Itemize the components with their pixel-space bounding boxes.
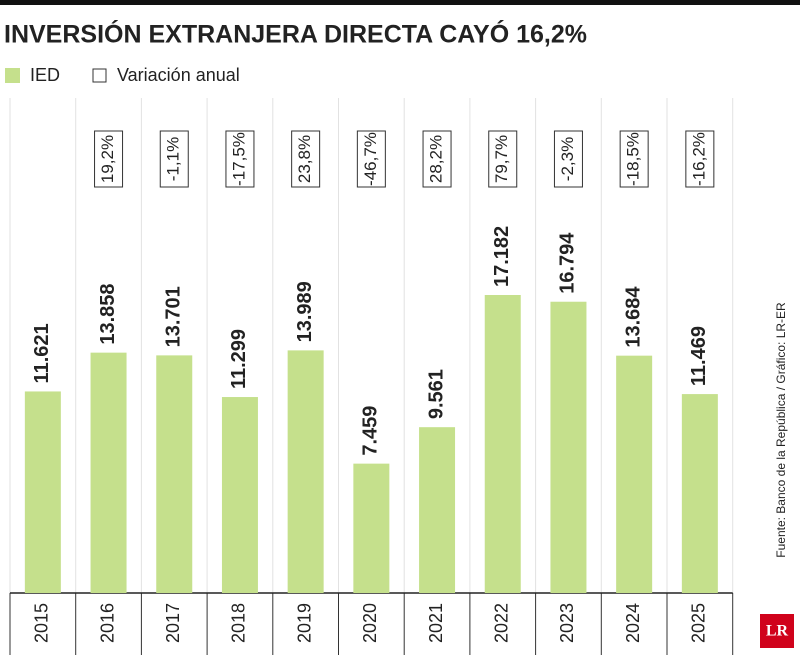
- variation-label: -16,2%: [689, 132, 708, 186]
- value-label: 7.459: [360, 406, 382, 456]
- source: Fuente: Banco de la República / Gráfico:…: [774, 302, 788, 558]
- value-label: 16.794: [557, 232, 579, 294]
- logo-box: [760, 614, 794, 648]
- variation-box: [553, 130, 583, 188]
- variation-label: 23,8%: [295, 135, 314, 183]
- variation-box: [488, 130, 518, 188]
- variation-label: -46,7%: [361, 132, 380, 186]
- x-tick-label: 2021: [426, 603, 446, 643]
- variation-label: 19,2%: [98, 135, 117, 183]
- x-tick-label: 2019: [294, 603, 314, 643]
- bar: [156, 355, 193, 593]
- variation-box: [356, 130, 386, 188]
- variation-label: -17,5%: [229, 132, 248, 186]
- variation-box: [422, 130, 452, 188]
- variation-box: [225, 130, 255, 188]
- variation-box: [159, 130, 189, 188]
- bar: [616, 355, 653, 593]
- legend-swatch: [92, 68, 107, 83]
- value-label: 13.858: [97, 283, 119, 344]
- value-label: 13.989: [294, 281, 316, 342]
- value-label: 13.684: [622, 286, 644, 348]
- value-label: 17.182: [491, 226, 513, 287]
- bar: [550, 301, 587, 593]
- x-tick-label: 2022: [492, 603, 512, 643]
- logo: LR: [766, 623, 789, 640]
- x-tick-label: 2017: [163, 603, 183, 643]
- x-tick-label: 2015: [32, 603, 52, 643]
- variation-box: [291, 130, 321, 188]
- variation-box: [94, 130, 124, 188]
- bar: [681, 394, 718, 593]
- value-label: 11.469: [688, 326, 710, 386]
- x-tick-label: 2018: [229, 603, 249, 643]
- x-tick-label: 2016: [97, 603, 117, 643]
- legend-label: Variación anual: [117, 65, 240, 85]
- x-tick-label: 2024: [623, 603, 643, 643]
- bar: [484, 295, 521, 593]
- variation-label: 79,7%: [492, 135, 511, 183]
- variation-label: -2,3%: [558, 137, 577, 181]
- variation-box: [685, 130, 715, 188]
- chart-title: INVERSIÓN EXTRANJERA DIRECTA CAYÓ 16,2%: [4, 19, 587, 49]
- value-label: 11.299: [228, 329, 250, 389]
- value-label: 9.561: [425, 369, 447, 419]
- bar: [287, 350, 324, 593]
- variation-label: 28,2%: [427, 135, 446, 183]
- bar: [24, 391, 61, 593]
- variation-label: -1,1%: [164, 137, 183, 181]
- legend-label: IED: [30, 65, 60, 85]
- bar: [221, 397, 258, 593]
- value-label: 11.621: [31, 323, 53, 383]
- variation-box: [619, 130, 649, 188]
- bar: [419, 427, 456, 593]
- legend-swatch: [5, 68, 20, 83]
- variation-label: -18,5%: [624, 132, 643, 186]
- x-tick-label: 2023: [557, 603, 577, 643]
- bar: [90, 352, 127, 593]
- x-tick-label: 2020: [360, 603, 380, 643]
- x-tick-label: 2025: [689, 603, 709, 643]
- top-rule: [0, 0, 800, 5]
- value-label: 13.701: [163, 286, 185, 347]
- bar: [353, 463, 390, 593]
